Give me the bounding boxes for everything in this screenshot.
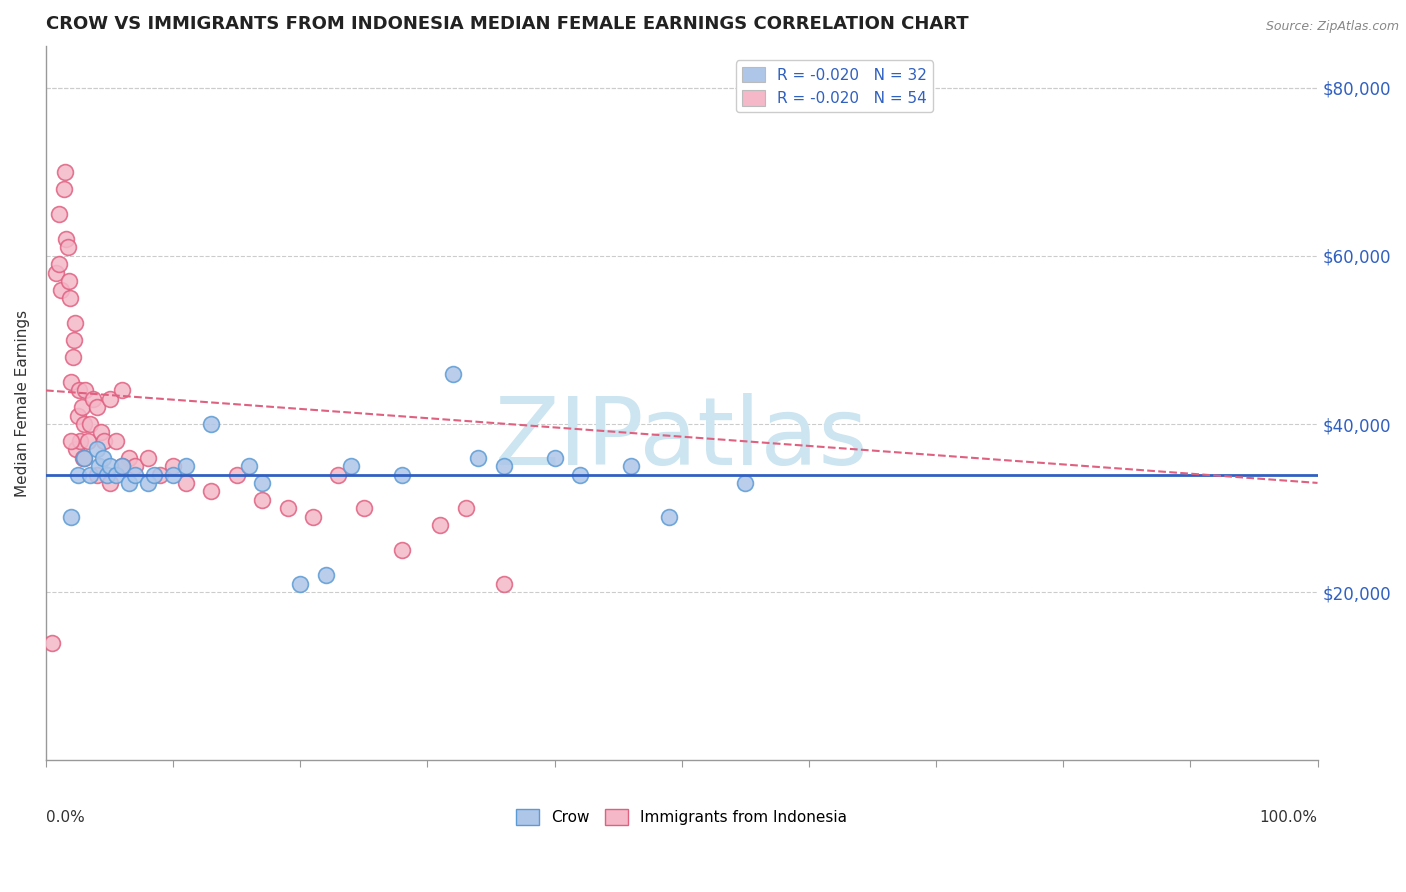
Point — [734, 475, 756, 490]
Point — [73, 417, 96, 431]
Point — [73, 450, 96, 465]
Point — [67, 384, 90, 398]
Point — [63, 333, 86, 347]
Point — [340, 459, 363, 474]
Text: 0.0%: 0.0% — [46, 811, 84, 825]
Point — [62, 350, 84, 364]
Point — [93, 434, 115, 448]
Point — [492, 577, 515, 591]
Point — [60, 509, 83, 524]
Point — [56, 240, 79, 254]
Point — [86, 401, 108, 415]
Point — [200, 484, 222, 499]
Point — [454, 501, 477, 516]
Point — [45, 266, 67, 280]
Point — [136, 450, 159, 465]
Point — [79, 467, 101, 482]
Point — [658, 509, 681, 524]
Point — [90, 425, 112, 440]
Point — [162, 467, 184, 482]
Point — [98, 392, 121, 406]
Point — [111, 459, 134, 474]
Legend: R = -0.020   N = 32, R = -0.020   N = 54: R = -0.020 N = 32, R = -0.020 N = 54 — [735, 61, 934, 112]
Point — [492, 459, 515, 474]
Point — [467, 450, 489, 465]
Point — [69, 434, 91, 448]
Text: 100.0%: 100.0% — [1260, 811, 1317, 825]
Point — [48, 257, 70, 271]
Point — [290, 577, 312, 591]
Point — [117, 450, 139, 465]
Point — [111, 384, 134, 398]
Point — [77, 434, 100, 448]
Point — [104, 467, 127, 482]
Point — [111, 459, 134, 474]
Point — [620, 459, 643, 474]
Point — [391, 467, 413, 482]
Point — [91, 450, 114, 465]
Point — [124, 467, 146, 482]
Point — [55, 232, 77, 246]
Text: Source: ZipAtlas.com: Source: ZipAtlas.com — [1265, 20, 1399, 33]
Point — [89, 459, 111, 474]
Y-axis label: Median Female Earnings: Median Female Earnings — [15, 310, 30, 497]
Point — [174, 475, 197, 490]
Point — [302, 509, 325, 524]
Point — [238, 459, 260, 474]
Text: ZIPatlas: ZIPatlas — [495, 392, 869, 484]
Point — [117, 475, 139, 490]
Point — [277, 501, 299, 516]
Point — [200, 417, 222, 431]
Point — [79, 417, 101, 431]
Point — [75, 384, 97, 398]
Point — [543, 450, 565, 465]
Point — [174, 459, 197, 474]
Point — [70, 401, 93, 415]
Point — [60, 375, 83, 389]
Point — [391, 543, 413, 558]
Point — [59, 291, 82, 305]
Point — [162, 459, 184, 474]
Point — [65, 442, 87, 457]
Point — [98, 475, 121, 490]
Point — [328, 467, 350, 482]
Point — [41, 635, 63, 649]
Point — [149, 467, 172, 482]
Point — [98, 459, 121, 474]
Point — [315, 568, 337, 582]
Point — [63, 316, 86, 330]
Point — [353, 501, 375, 516]
Point — [52, 181, 75, 195]
Point — [73, 450, 96, 465]
Point — [58, 274, 80, 288]
Point — [569, 467, 592, 482]
Point — [124, 459, 146, 474]
Text: CROW VS IMMIGRANTS FROM INDONESIA MEDIAN FEMALE EARNINGS CORRELATION CHART: CROW VS IMMIGRANTS FROM INDONESIA MEDIAN… — [46, 15, 969, 33]
Point — [143, 467, 166, 482]
Point — [53, 165, 76, 179]
Point — [136, 475, 159, 490]
Point — [72, 450, 94, 465]
Point — [441, 367, 464, 381]
Point — [225, 467, 247, 482]
Point — [104, 434, 127, 448]
Point — [66, 467, 89, 482]
Point — [51, 283, 73, 297]
Point — [250, 492, 273, 507]
Point — [86, 467, 108, 482]
Point — [86, 442, 108, 457]
Point — [60, 434, 83, 448]
Point — [82, 392, 104, 406]
Point — [96, 467, 118, 482]
Point — [66, 409, 89, 423]
Point — [429, 518, 451, 533]
Point — [250, 475, 273, 490]
Point — [48, 207, 70, 221]
